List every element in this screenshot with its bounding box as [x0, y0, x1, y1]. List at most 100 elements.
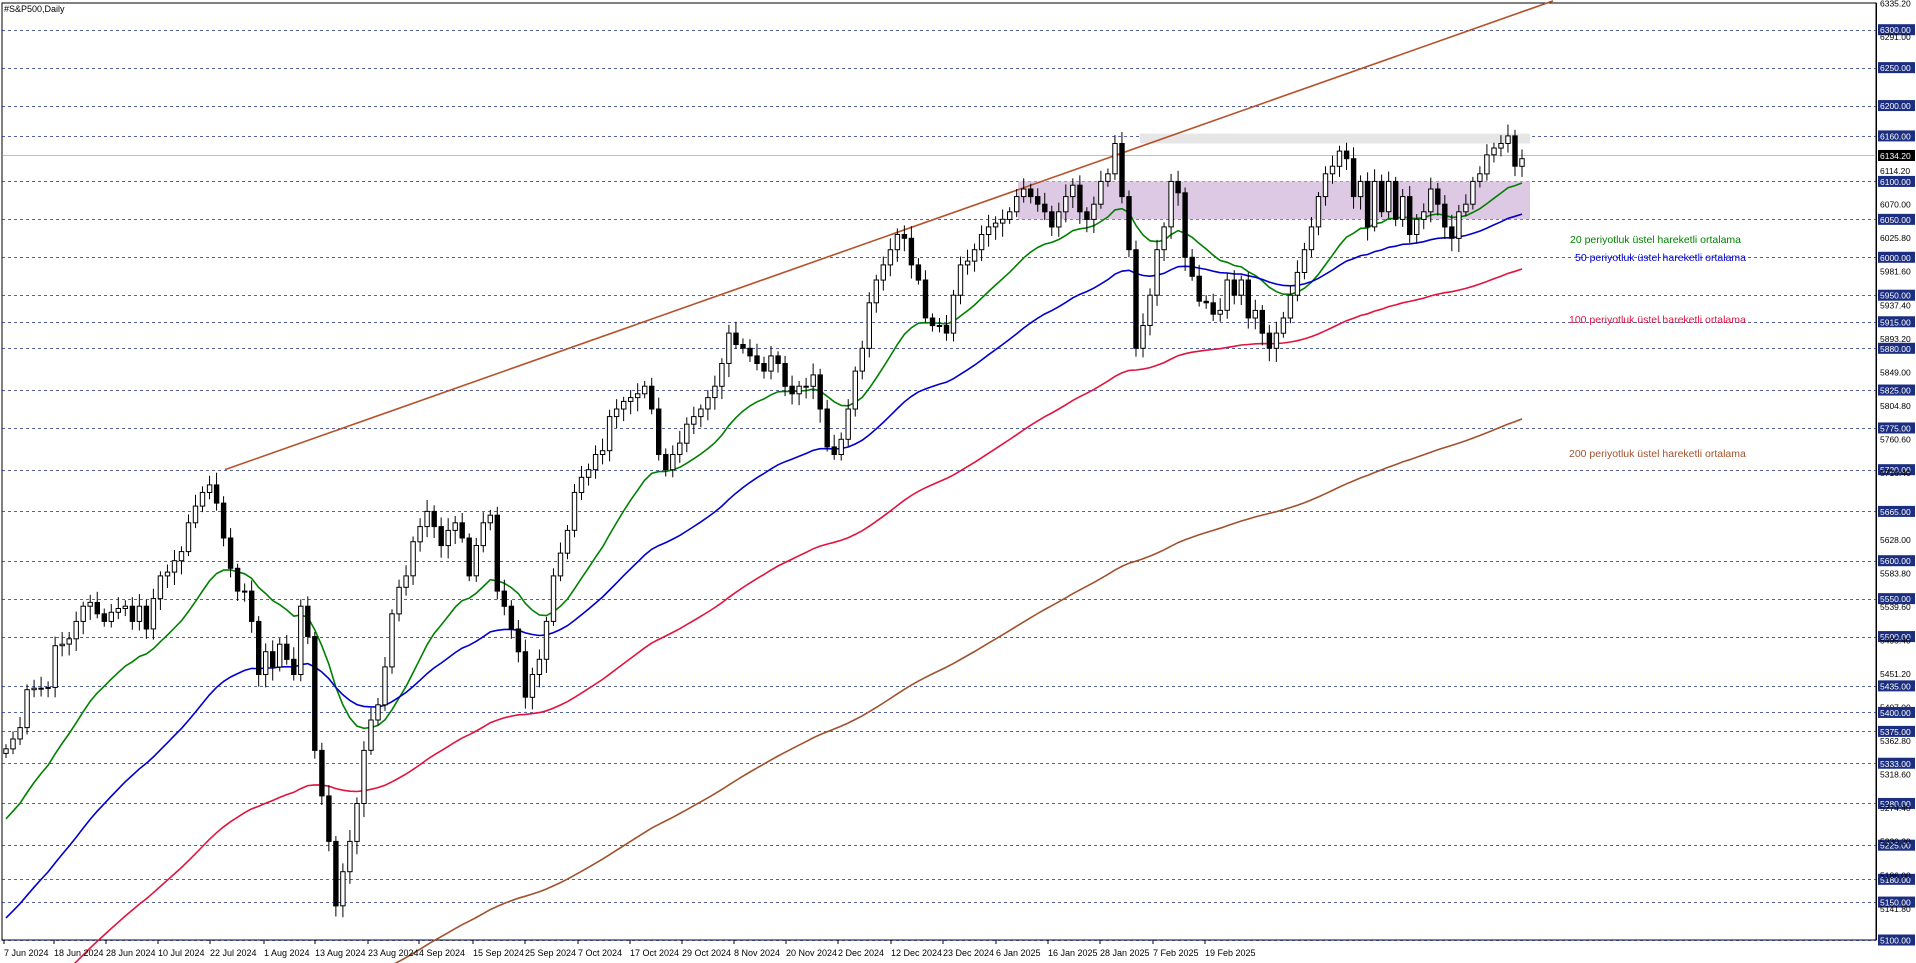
candle	[459, 512, 465, 543]
candle	[1245, 272, 1251, 329]
candle-body	[1245, 279, 1251, 319]
candle-body	[1266, 332, 1273, 349]
candle-body	[1273, 332, 1280, 349]
candle-body	[1210, 302, 1216, 315]
candle	[59, 632, 65, 657]
candle	[754, 343, 760, 371]
candle-body	[1357, 180, 1364, 198]
candle-body	[129, 605, 136, 622]
candle-body	[1147, 294, 1153, 327]
candle	[199, 486, 206, 513]
candle	[606, 409, 613, 462]
candle	[943, 314, 950, 341]
level-tag	[1878, 100, 1915, 112]
ema-20-line	[5, 182, 1523, 820]
candle-body	[971, 249, 978, 262]
candle-body	[754, 355, 760, 364]
level-tag	[1878, 797, 1915, 809]
candle-body	[1287, 294, 1294, 319]
price-label: 5937.40	[1880, 300, 1911, 310]
candle	[1063, 184, 1069, 223]
time-label: 6 Jan 2025	[996, 948, 1041, 958]
candle	[150, 588, 157, 640]
candle-body	[719, 363, 725, 387]
level-tag	[1878, 680, 1915, 692]
candle	[508, 600, 515, 639]
price-label: 5225.00	[1880, 841, 1911, 851]
candle	[1056, 202, 1062, 237]
candle-body	[178, 551, 185, 562]
candle-body	[1442, 203, 1448, 228]
candle-body	[1322, 173, 1329, 198]
candle-body	[1063, 196, 1069, 213]
candle	[213, 472, 220, 511]
candle	[964, 249, 971, 275]
candle	[663, 448, 669, 477]
candle	[1484, 144, 1490, 181]
candle	[733, 321, 739, 350]
candle-body	[578, 476, 585, 493]
candle-body	[810, 374, 816, 387]
candle	[740, 338, 746, 354]
candle-body	[410, 541, 416, 577]
candle	[157, 571, 164, 611]
candle-body	[326, 795, 332, 842]
price-label: 5915.00	[1880, 317, 1911, 327]
time-label: 16 Jan 2025	[1048, 948, 1098, 958]
candle	[487, 509, 494, 531]
candle	[1203, 295, 1209, 309]
candle-body	[1428, 188, 1434, 213]
candle-body	[705, 397, 711, 410]
candle	[1329, 155, 1336, 184]
candle-body	[45, 686, 51, 689]
candle-body	[1196, 275, 1202, 302]
candle-body	[1435, 188, 1441, 205]
candle	[227, 528, 234, 578]
candle	[382, 657, 388, 711]
time-label: 18 Jun 2024	[54, 948, 104, 958]
ema-100-line	[73, 268, 1523, 963]
candle-body	[291, 658, 297, 675]
candle-body	[1294, 271, 1301, 296]
candle-body	[1021, 188, 1027, 198]
candle-body	[213, 484, 220, 504]
candle	[87, 594, 93, 620]
candle-body	[87, 601, 93, 607]
candle-body	[859, 347, 865, 372]
candle-body	[1217, 309, 1223, 315]
candle-body	[571, 491, 578, 531]
candle	[298, 599, 304, 682]
candle	[1042, 192, 1048, 221]
candle	[115, 597, 121, 620]
candle	[101, 608, 107, 627]
candles	[3, 124, 1525, 918]
candle-body	[564, 529, 571, 554]
level-tag	[1878, 316, 1915, 328]
candle	[94, 591, 100, 619]
candle	[45, 681, 51, 698]
candle-body	[1014, 196, 1020, 213]
candle-body	[908, 237, 915, 266]
candle	[1119, 132, 1125, 204]
candle	[1393, 176, 1399, 227]
candle	[543, 616, 550, 673]
price-label: 5500.00	[1880, 632, 1911, 642]
candle-body	[354, 803, 360, 842]
price-label: 5451.20	[1880, 669, 1911, 679]
candle	[1498, 135, 1504, 157]
time-label: 10 Jul 2024	[158, 948, 205, 958]
candle-body	[143, 605, 150, 630]
candle	[915, 258, 922, 285]
candle-body	[936, 325, 943, 327]
candle-body	[1203, 300, 1209, 304]
level-tag	[1878, 725, 1915, 737]
candle	[1196, 264, 1202, 307]
time-label: 28 Jun 2024	[106, 948, 156, 958]
candle	[1463, 194, 1469, 217]
price-label: 5628.00	[1880, 535, 1911, 545]
candle-body	[1371, 180, 1378, 228]
candle	[1161, 222, 1167, 262]
price-label: 5150.00	[1880, 898, 1911, 908]
candle	[249, 580, 255, 633]
